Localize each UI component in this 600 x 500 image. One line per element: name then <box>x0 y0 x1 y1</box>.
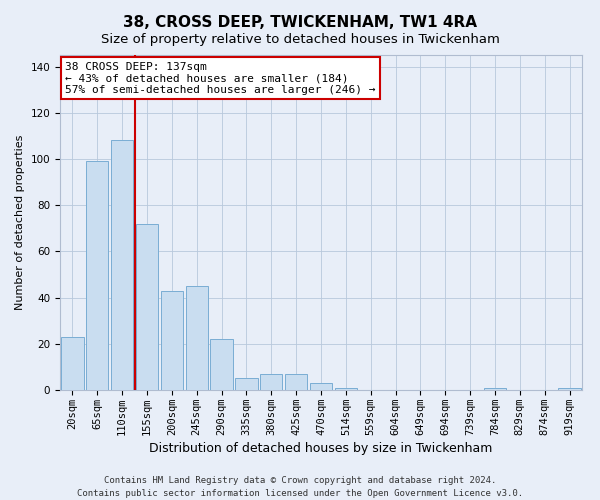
Text: 38, CROSS DEEP, TWICKENHAM, TW1 4RA: 38, CROSS DEEP, TWICKENHAM, TW1 4RA <box>123 15 477 30</box>
Text: Size of property relative to detached houses in Twickenham: Size of property relative to detached ho… <box>101 32 499 46</box>
Bar <box>235 378 257 390</box>
Bar <box>86 162 109 390</box>
Text: Contains HM Land Registry data © Crown copyright and database right 2024.
Contai: Contains HM Land Registry data © Crown c… <box>77 476 523 498</box>
Bar <box>285 374 307 390</box>
Text: 38 CROSS DEEP: 137sqm
← 43% of detached houses are smaller (184)
57% of semi-det: 38 CROSS DEEP: 137sqm ← 43% of detached … <box>65 62 376 95</box>
Bar <box>484 388 506 390</box>
Bar <box>61 337 83 390</box>
Bar <box>335 388 357 390</box>
Bar <box>111 140 133 390</box>
Bar <box>161 290 183 390</box>
Y-axis label: Number of detached properties: Number of detached properties <box>15 135 25 310</box>
Bar <box>559 388 581 390</box>
Bar <box>136 224 158 390</box>
Bar <box>185 286 208 390</box>
X-axis label: Distribution of detached houses by size in Twickenham: Distribution of detached houses by size … <box>149 442 493 455</box>
Bar <box>310 383 332 390</box>
Bar <box>260 374 283 390</box>
Bar <box>211 339 233 390</box>
